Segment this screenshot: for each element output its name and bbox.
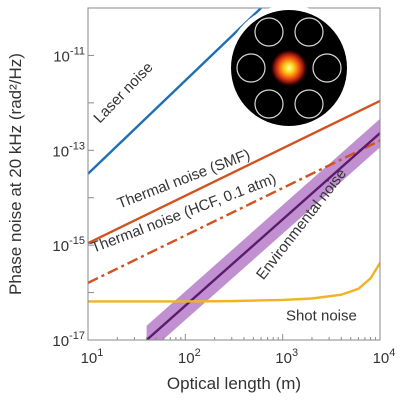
fiber-cross-section-inset	[226, 5, 352, 131]
y-axis-title: Phase noise at 20 kHz (rad²/Hz)	[6, 53, 25, 295]
x-tick-label: 101	[81, 347, 104, 367]
x-axis-title: Optical length (m)	[167, 374, 301, 393]
y-tick-label: 10-15	[52, 235, 85, 255]
y-tick-label: 10-13	[52, 140, 85, 160]
environmental-noise-line	[145, 132, 380, 340]
x-tick-label: 102	[178, 347, 201, 367]
environmental-noise-band	[146, 118, 380, 340]
axis-titles: Optical length (m) Phase noise at 20 kHz…	[6, 53, 301, 393]
shot-noise-label: Shot noise	[286, 307, 357, 324]
x-tick-label: 104	[373, 347, 396, 367]
laser-noise-line	[88, 8, 262, 175]
thermal-noise-smf-line	[88, 99, 380, 245]
thermal-noise-hcf-0-1-atm-line	[88, 139, 380, 284]
shot-noise-line	[88, 262, 380, 303]
series-layer	[88, 8, 380, 340]
y-tick-label: 10-11	[53, 45, 85, 65]
plot-frame	[87, 7, 381, 341]
band-layer	[146, 118, 380, 340]
x-tick-label: 103	[275, 347, 298, 367]
y-tick-label: 10-17	[52, 330, 85, 350]
